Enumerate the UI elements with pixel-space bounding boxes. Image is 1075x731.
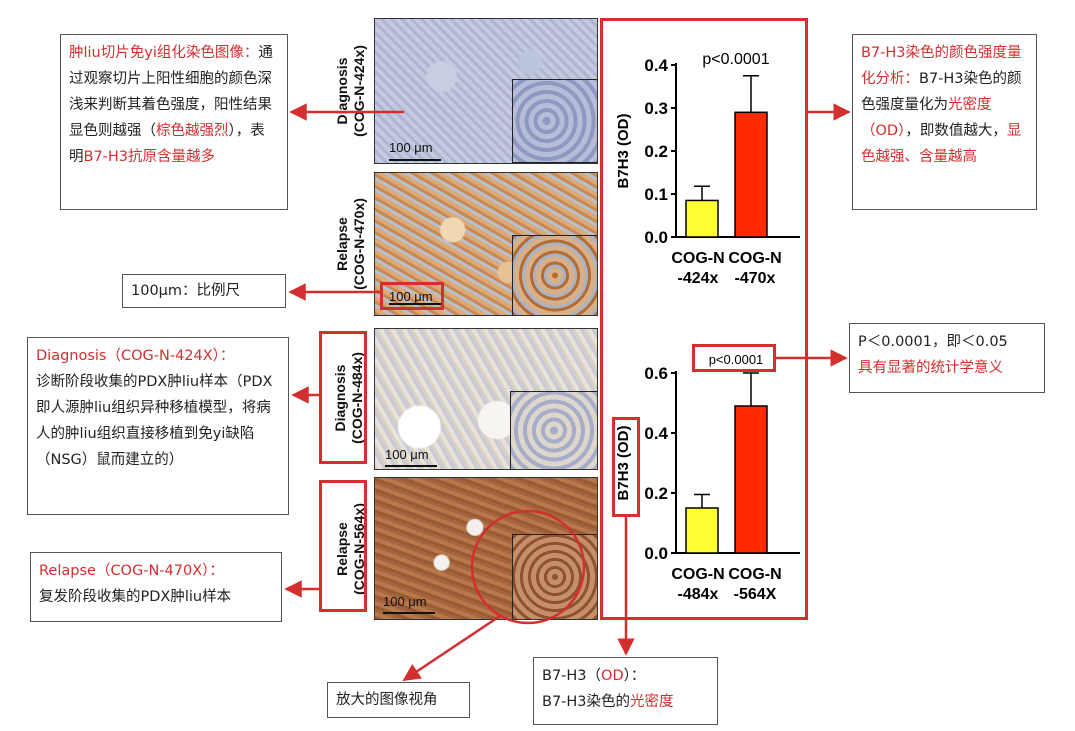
tile-relapse-564x: 100 μm [374, 477, 598, 620]
zoom-note: 放大的图像视角 [327, 682, 470, 718]
od-note-highlight: 光密度 [630, 694, 674, 710]
quant-note-highlight: 显色越强、含量越高 [861, 123, 1022, 165]
x-tick-label-line: COG-N [671, 250, 724, 267]
od-note-text: B7-H3（ [542, 668, 602, 684]
ihc-note-title: 肿liu切片免yi组化染色图像： [69, 45, 259, 61]
od-note: B7-H3（OD）： B7-H3染色的光密度 [533, 657, 718, 725]
highlight-box-relapse-label [319, 480, 367, 612]
relapse-note-title: Relapse（COG-N-470X）： [39, 563, 224, 579]
od-note-abbrev: OD [601, 668, 624, 684]
y-tick-label: 0.0 [644, 544, 668, 563]
y-tick-label: 0.0 [644, 228, 668, 247]
scale-bar [385, 465, 437, 467]
highlight-box-ylabel [612, 417, 640, 517]
arrow-zoom [402, 614, 501, 682]
relapse-note-text: 复发阶段收集的PDX肿liu样本 [39, 589, 232, 605]
x-tick-label: COG-N -484x [671, 566, 724, 603]
scale-note: 100μm：比例尺 [122, 274, 286, 308]
tile-relapse-470x: 100 μm [374, 172, 598, 316]
highlight-box-pvalue [692, 344, 776, 372]
y-tick-label: 0.3 [644, 99, 668, 118]
y-tick-label: 0.6 [644, 364, 668, 383]
x-tick-label-line: -564X [734, 586, 777, 603]
scale-label: 100 μm [389, 140, 433, 155]
pvalue-note: P＜0.0001，即＜0.05 具有显著的统计学意义 [849, 323, 1045, 393]
bar [734, 111, 768, 238]
y-tick-label: 0.4 [644, 56, 668, 75]
y-tick-label: 0.2 [644, 142, 668, 161]
scale-label: 100 μm [389, 289, 433, 304]
y-axis-label: B7H3 (OD) [615, 425, 632, 500]
highlight-box-diagnosis-label [319, 331, 367, 464]
bar [734, 405, 768, 554]
zoom-inset [512, 235, 597, 315]
od-note-text-3: B7-H3染色的 [542, 694, 631, 710]
ihc-note-highlight-antigen: B7-H3抗原含量越多 [83, 149, 216, 165]
quant-note: B7-H3染色的颜色强度量化分析：B7-H3染色的颜色强度量化为光密度（OD），… [852, 34, 1037, 210]
bar-chart-bottom: 0.0 0.2 0.4 0.6 B7H3 (OD) COG-N -484x COG-N -564… [615, 352, 800, 603]
bar [685, 199, 719, 238]
y-tick-label: 0.2 [644, 484, 668, 503]
x-tick-label-line: COG-N [728, 566, 781, 583]
relapse-note: Relapse（COG-N-470X）： 复发阶段收集的PDX肿liu样本 [30, 552, 282, 622]
pvalue-note-highlight: 具有显著的统计学意义 [858, 360, 1003, 376]
tile-diagnosis-424x: 100 μm [374, 18, 598, 164]
zoom-inset [512, 79, 597, 163]
zoom-note-text: 放大的图像视角 [336, 692, 438, 708]
x-tick-label-line: -424x [678, 270, 719, 287]
y-tick-label: 0.4 [644, 424, 668, 443]
x-tick-label: COG-N -564X [728, 566, 781, 603]
zoom-inset [510, 391, 597, 469]
quant-note-text: B7-H3染色的颜色强度量化为 [861, 71, 1022, 113]
scale-note-text: 100μm：比例尺 [131, 283, 241, 299]
diagnosis-note: Diagnosis（COG-N-424X）： 诊断阶段收集的PDX肿liu样本（… [27, 337, 289, 515]
tile-diagnosis-484x: 100 μm [374, 328, 598, 470]
p-value-annotation: p<0.0001 [702, 51, 769, 68]
od-note-text-2: ）： [623, 668, 646, 684]
scale-bar [383, 612, 435, 614]
y-tick-label: 0.1 [644, 185, 668, 204]
x-tick-label-line: COG-N [671, 566, 724, 583]
quant-note-od: 光密度（OD） [861, 97, 992, 139]
zoom-callout-circle [470, 509, 586, 625]
p-value-annotation: p<0.0001 [709, 352, 764, 367]
diagnosis-note-text: 诊断阶段收集的PDX肿liu样本（PDX即人源肿liu组织异种移植模型，将病人的… [36, 374, 273, 468]
x-tick-label-line: -470x [735, 270, 776, 287]
x-tick-label-line: COG-N [728, 250, 781, 267]
ihc-note: 肿liu切片免yi组化染色图像：通过观察切片上阳性细胞的颜色深浅来判断其着色强度… [60, 34, 288, 210]
ihc-note-text: 通过观察切片上阳性细胞的颜色深浅来判断其着色强度，阳性结果显色则越强（ [69, 45, 273, 139]
x-tick-label: COG-N -470x [728, 250, 781, 287]
x-tick-label-line: -484x [678, 586, 719, 603]
scale-bar [389, 159, 441, 161]
scale-bar [389, 303, 441, 305]
bar [685, 507, 719, 554]
quant-note-text-2: ，即数值越大， [905, 123, 1007, 139]
x-tick-label: COG-N -424x [671, 250, 724, 287]
scale-label: 100 μm [385, 447, 429, 462]
pvalue-note-text: P＜0.0001，即＜0.05 [858, 334, 1008, 350]
diagnosis-note-title: Diagnosis（COG-N-424X）： [36, 348, 235, 364]
y-axis-label: B7H3 (OD) [615, 113, 632, 188]
charts-panel [600, 18, 808, 620]
quant-note-title: B7-H3染色的颜色强度量化分析： [861, 45, 1022, 87]
ihc-note-highlight-brown: 棕色越强烈 [156, 123, 229, 139]
ihc-note-text-2: ），表明 [69, 123, 265, 165]
scale-label: 100 μm [383, 594, 427, 609]
highlight-box-scale [380, 282, 444, 310]
